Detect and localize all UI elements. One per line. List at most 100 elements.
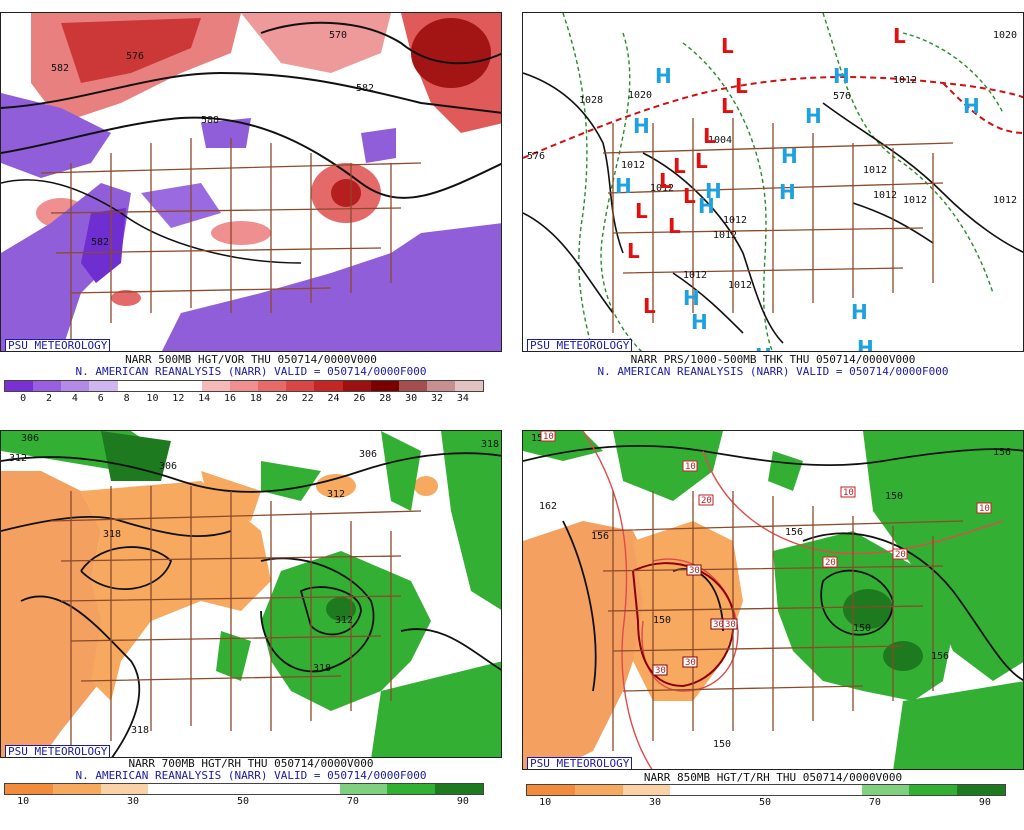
colorbar-segment: [117, 381, 146, 391]
colorbar-tick-label: 30: [649, 797, 662, 808]
svg-text:H: H: [779, 180, 796, 204]
panel-500mb-vorticity: 582 576 582 570 588 582 PSU METEOROLOGY …: [0, 12, 502, 412]
svg-text:L: L: [673, 154, 686, 178]
map-pressure: 1028 1020 576 1012 1004 1012 1012 1012 1…: [522, 12, 1024, 352]
colorbar-segment: [230, 381, 259, 391]
rh-temp-field: 150 156 162 156 150 156 150 156 150 150 …: [523, 431, 1023, 769]
rh-colorbar: [526, 784, 1006, 796]
contour-label: 1012: [873, 190, 897, 201]
colorbar-segment: [291, 784, 340, 794]
high-markers: H H H H H H H H H H H H H H H: [615, 64, 980, 351]
contour-label: 1012: [993, 195, 1017, 206]
contour-label: 576: [833, 91, 851, 102]
colorbar-tick-label: 30: [405, 393, 418, 404]
low-markers: L L L L L L L L L L L L L: [627, 24, 906, 318]
svg-text:L: L: [721, 94, 734, 118]
colorbar-tick-label: 12: [172, 393, 185, 404]
colorbar-segment: [387, 784, 436, 794]
colorbar-tick-label: 4: [71, 393, 78, 404]
colorbar-segment: [173, 381, 202, 391]
contour-label: 582: [356, 83, 374, 94]
svg-text:H: H: [705, 179, 722, 203]
svg-text:20: 20: [895, 550, 906, 560]
colorbar-segment: [370, 381, 399, 391]
svg-text:H: H: [633, 114, 650, 138]
psu-logo: PSU METEOROLOGY: [527, 757, 633, 769]
colorbar-segment: [861, 785, 910, 795]
contour-label: 1020: [628, 90, 652, 101]
colorbar-tick-label: 32: [430, 393, 444, 404]
colorbar-tick-label: 90: [978, 797, 991, 808]
contour-label: 576: [527, 151, 545, 162]
contour-label: 318: [313, 663, 331, 674]
contour-label: 150: [853, 623, 871, 634]
colorbar-segment: [342, 381, 371, 391]
colorbar-tick-label: 2: [45, 393, 52, 404]
contour-label: 588: [201, 115, 219, 126]
svg-text:H: H: [691, 310, 708, 334]
temp-labels: 10 10 20 10 10 20 20 30 30 30 30 30: [540, 431, 992, 676]
colorbar-segment: [813, 785, 862, 795]
colorbar-segment: [765, 785, 814, 795]
rh-field: 306 312 306 306 318 312 318 312 318 318: [1, 431, 501, 757]
colorbar-segment: [258, 381, 287, 391]
contour-label: 1012: [621, 160, 645, 171]
svg-text:H: H: [963, 94, 980, 118]
contour-label: 306: [359, 449, 377, 460]
contour-label: 582: [51, 63, 69, 74]
colorbar-tick-label: 18: [249, 393, 262, 404]
contour-label: 312: [327, 489, 345, 500]
colorbar-tick-label: 24: [327, 393, 340, 404]
colorbar-tick-label: 30: [127, 796, 140, 807]
contour-label: 156: [931, 651, 949, 662]
panel-subtitle: N. AMERICAN REANALYSIS (NARR) VALID = 05…: [597, 365, 949, 378]
colorbar-segment: [148, 784, 197, 794]
colorbar-tick-label: 70: [346, 796, 359, 807]
colorbar-segment: [339, 784, 388, 794]
svg-text:H: H: [805, 104, 822, 128]
colorbar-segment: [201, 381, 230, 391]
colorbar-tick-label: 28: [379, 393, 392, 404]
colorbar-tick-label: 10: [539, 797, 552, 808]
contour-label: 162: [539, 501, 557, 512]
colorbar-segment: [33, 381, 62, 391]
svg-text:L: L: [683, 184, 696, 208]
colorbar-tick-label: 34: [456, 393, 469, 404]
vorticity-field: 582 576 582 570 588 582: [1, 13, 501, 351]
colorbar-segment: [574, 785, 623, 795]
colorbar-segment: [145, 381, 174, 391]
panel-title: NARR 700MB HGT/RH THU 050714/0000V000: [128, 757, 374, 770]
colorbar-segment: [957, 785, 1005, 795]
svg-text:L: L: [703, 124, 716, 148]
map-500mb: 582 576 582 570 588 582 PSU METEOROLOGY: [0, 12, 502, 352]
colorbar-segment: [398, 381, 427, 391]
colorbar-tick-label: 50: [758, 797, 772, 808]
svg-text:H: H: [698, 194, 715, 218]
svg-text:L: L: [635, 199, 648, 223]
contour-label: 1012: [723, 215, 747, 226]
colorbar-segment: [5, 784, 53, 794]
contour-label: 156: [785, 527, 803, 538]
contour-label: 318: [481, 439, 499, 450]
contour-label: 150: [653, 615, 671, 626]
svg-text:H: H: [683, 286, 700, 310]
colorbar-tick-label: 0: [20, 393, 27, 404]
rh-colorbar: [4, 783, 484, 795]
colorbar-tick-label: 10: [17, 796, 30, 807]
map-700mb: 306 312 306 306 318 312 318 312 318 318 …: [0, 430, 502, 758]
contour-label: 1012: [903, 195, 927, 206]
colorbar-segment: [426, 381, 455, 391]
colorbar-tick-label: 16: [224, 393, 237, 404]
colorbar-segment: [5, 381, 34, 391]
contour-label: 150: [885, 491, 903, 502]
contour-label: 1012: [650, 183, 674, 194]
svg-text:L: L: [735, 74, 748, 98]
colorbar-ticks: 10 30 50 70 90: [526, 797, 1004, 809]
colorbar-segment: [52, 784, 101, 794]
colorbar-segment: [61, 381, 90, 391]
pressure-field: 1028 1020 576 1012 1004 1012 1012 1012 1…: [523, 13, 1023, 351]
contour-label: 576: [126, 51, 144, 62]
colorbar-tick-label: 26: [353, 393, 366, 404]
colorbar-segment: [622, 785, 671, 795]
svg-text:H: H: [781, 144, 798, 168]
